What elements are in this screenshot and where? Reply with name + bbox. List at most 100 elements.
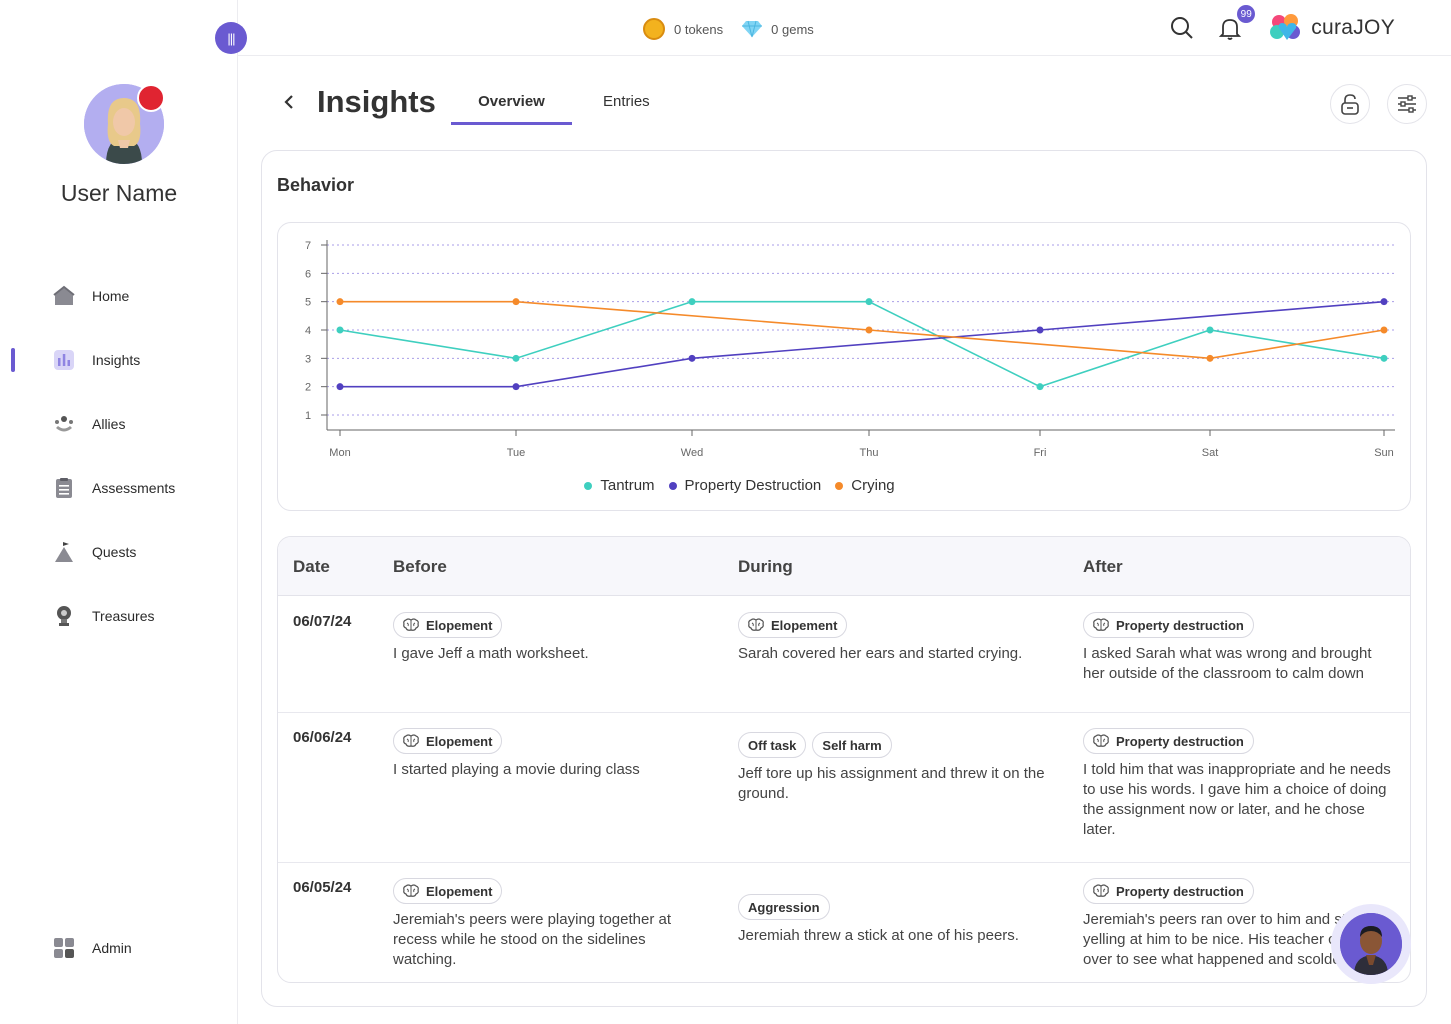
behavior-tag[interactable]: Property destruction	[1083, 728, 1254, 754]
entries-table: Date Before During After 06/07/24 Elopeme…	[277, 536, 1411, 983]
sidebar-item-assessments[interactable]: Assessments	[0, 456, 238, 520]
column-header-date: Date	[293, 557, 330, 576]
treasures-icon	[52, 604, 76, 628]
active-indicator	[11, 348, 15, 372]
during-tags: Off task Self harm	[738, 732, 892, 758]
column-header-during: During	[738, 557, 793, 576]
series-line-property-destruction	[340, 300, 1385, 388]
behavior-tag[interactable]: Self harm	[812, 732, 892, 758]
search-icon	[1171, 17, 1193, 39]
collapse-sidebar-button[interactable]: |||	[215, 22, 247, 54]
brain-icon	[1093, 734, 1116, 748]
assistant-avatar	[1340, 913, 1402, 975]
brand-name: curaJOY	[1311, 16, 1395, 39]
bell-icon	[1219, 19, 1242, 40]
data-point	[512, 383, 520, 391]
legend-item[interactable]: Crying	[835, 477, 895, 494]
tab-overview[interactable]: Overview	[451, 93, 572, 125]
quests-icon	[52, 540, 76, 564]
legend-swatch	[668, 481, 677, 490]
tag-label: Property destruction	[1116, 617, 1244, 633]
data-point	[865, 298, 873, 306]
data-point	[688, 354, 696, 362]
tag-label: Elopement	[426, 883, 493, 899]
column-header-before: Before	[393, 557, 447, 576]
row-divider	[278, 862, 1410, 863]
legend-label: Property Destruction	[684, 477, 822, 494]
before-text: Jeremiah's peers were playing together a…	[393, 911, 672, 968]
search-button[interactable]	[1167, 13, 1197, 43]
row-divider	[278, 712, 1410, 713]
row-date: 06/07/24	[293, 613, 352, 630]
behavior-tag[interactable]: Elopement	[393, 612, 503, 638]
back-button[interactable]	[278, 90, 300, 114]
before-text: I gave Jeff a math worksheet.	[393, 645, 589, 662]
chevron-left-icon	[284, 95, 293, 109]
curajoy-logo-icon	[1270, 14, 1301, 40]
y-tick-label: 7	[305, 240, 311, 252]
legend-label: Tantrum	[600, 477, 655, 494]
before-tags: Elopement	[393, 878, 503, 904]
behavior-tag[interactable]: Property destruction	[1083, 878, 1254, 904]
behavior-tag[interactable]: Elopement	[738, 612, 848, 638]
legend-item[interactable]: Tantrum	[584, 477, 655, 494]
behavior-tag[interactable]: Property destruction	[1083, 612, 1254, 638]
assessments-icon	[52, 476, 76, 500]
before-tags: Elopement	[393, 612, 503, 638]
sidebar-item-insights[interactable]: Insights	[0, 328, 238, 392]
notifications-button[interactable]: 99	[1215, 5, 1256, 43]
unlock-button[interactable]	[1330, 84, 1370, 124]
page-title: Insights	[317, 84, 436, 119]
sidebar-item-allies[interactable]: Allies	[0, 392, 238, 456]
data-point	[512, 298, 520, 306]
sidebar-item-label: Assessments	[92, 480, 176, 496]
sidebar-item-treasures[interactable]: Treasures	[0, 584, 238, 648]
tag-label: Self harm	[822, 737, 882, 753]
during-tags: Aggression	[738, 894, 830, 920]
section-title: Behavior	[277, 175, 355, 195]
data-point	[1036, 326, 1044, 334]
filter-button[interactable]	[1387, 84, 1427, 124]
legend-item[interactable]: Property Destruction	[668, 477, 822, 494]
x-tick-label: Thu	[860, 447, 879, 459]
brain-icon	[748, 618, 771, 632]
behavior-tag[interactable]: Aggression	[738, 894, 830, 920]
y-tick-label: 1	[305, 410, 311, 422]
data-point	[1206, 354, 1214, 362]
sidebar-item-quests[interactable]: Quests	[0, 520, 238, 584]
legend-swatch	[835, 481, 844, 490]
brand-logo[interactable]: curaJOY	[1269, 12, 1395, 44]
y-tick-label: 2	[305, 382, 311, 394]
behavior-tag[interactable]: Elopement	[393, 878, 503, 904]
tab-entries[interactable]: Entries	[603, 93, 650, 110]
during-text: Jeremiah threw a stick at one of his pee…	[738, 927, 1019, 944]
during-tags: Elopement	[738, 612, 848, 638]
y-tick-label: 6	[305, 268, 311, 280]
after-tags: Property destruction	[1083, 878, 1254, 904]
token-icon	[643, 18, 665, 40]
x-tick-label: Sun	[1374, 447, 1394, 459]
behavior-tag[interactable]: Elopement	[393, 728, 503, 754]
data-point	[1380, 298, 1388, 306]
home-icon	[52, 284, 76, 308]
after-tags: Property destruction	[1083, 728, 1254, 754]
sidebar-item-admin[interactable]: Admin	[0, 916, 238, 980]
sidebar-item-home[interactable]: Home	[0, 264, 238, 328]
tag-label: Property destruction	[1116, 883, 1244, 899]
y-tick-label: 5	[305, 297, 311, 309]
sidebar-item-label: Admin	[92, 940, 132, 956]
allies-icon	[52, 412, 76, 436]
data-point	[1206, 326, 1214, 334]
behavior-tag[interactable]: Off task	[738, 732, 807, 758]
brain-icon	[403, 884, 426, 898]
data-point	[688, 298, 696, 306]
user-avatar[interactable]	[84, 84, 165, 164]
assistant-bot-button[interactable]	[1331, 904, 1411, 984]
x-tick-label: Fri	[1034, 447, 1047, 459]
admin-icon	[52, 936, 76, 960]
data-point	[336, 383, 344, 391]
gem-count: 0 gems	[771, 21, 814, 37]
x-tick-label: Tue	[507, 447, 526, 459]
x-tick-label: Mon	[329, 447, 350, 459]
during-text: Sarah covered her ears and started cryin…	[738, 645, 1023, 662]
